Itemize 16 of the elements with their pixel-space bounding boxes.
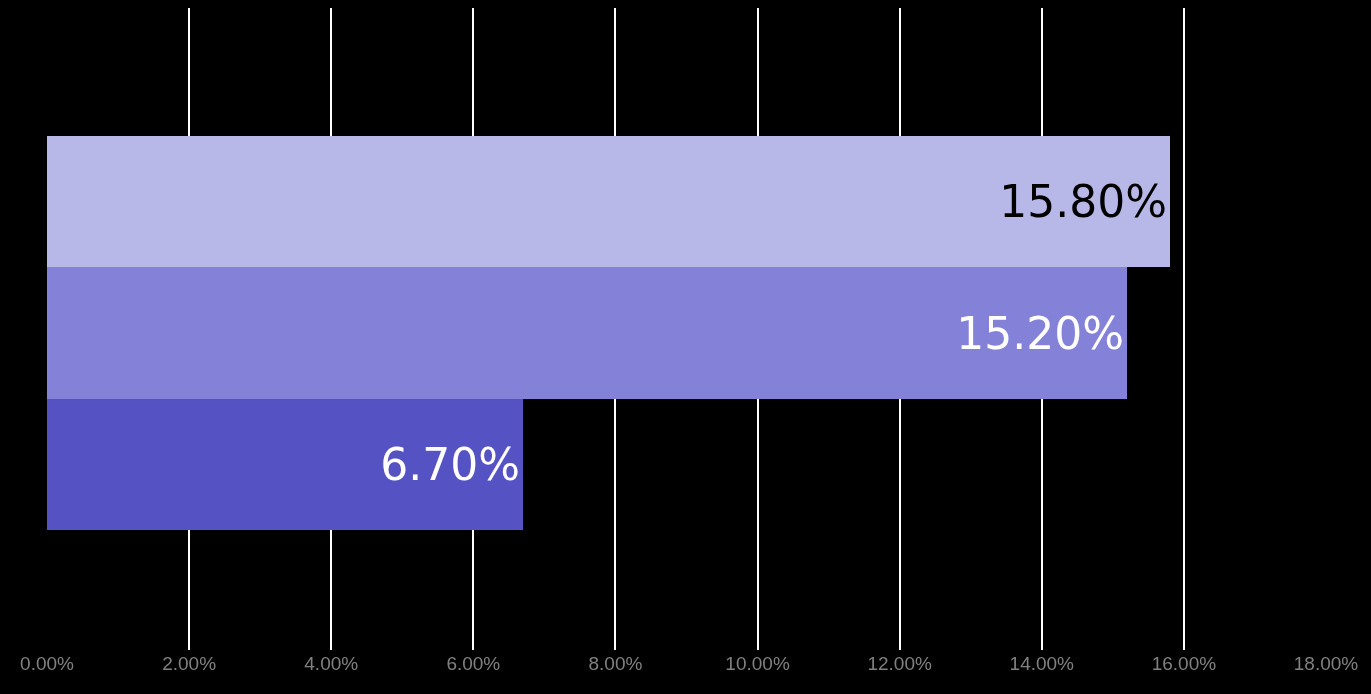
x-tick-label: 16.00% (1151, 653, 1217, 674)
x-tick-label: 10.00% (725, 653, 790, 674)
x-tick-label: 18.00% (1293, 653, 1359, 674)
bar (47, 399, 523, 530)
x-tick-label: 2.00% (162, 653, 217, 674)
data-label: 6.70% (380, 439, 520, 490)
x-tick-label: 0.00% (20, 653, 75, 674)
data-label: 15.20% (956, 307, 1124, 359)
data-label: 15.80% (999, 176, 1167, 227)
x-tick-label: 6.00% (446, 653, 501, 674)
x-tick-label: 12.00% (867, 653, 932, 674)
x-tick-label: 4.00% (304, 653, 359, 674)
bar (47, 267, 1127, 399)
x-tick-label: 14.00% (1009, 653, 1075, 674)
bar (47, 136, 1170, 267)
x-tick-label: 8.00% (588, 653, 643, 674)
